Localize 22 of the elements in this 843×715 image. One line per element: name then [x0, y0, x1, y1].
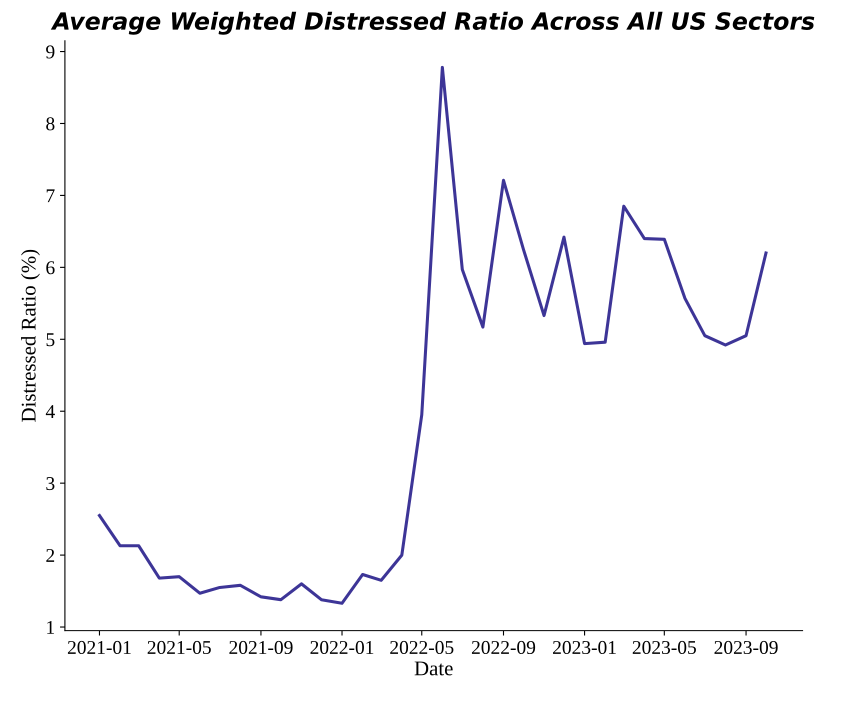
- x-tick-label: 2021-01: [68, 640, 131, 654]
- y-tick-label: 3: [46, 477, 54, 490]
- x-tick-label: 2023-05: [632, 640, 696, 654]
- y-tick-label: 4: [46, 405, 55, 418]
- x-axis-title: Date: [414, 662, 453, 676]
- chart-title: Average Weighted Distressed Ratio Across All US Sectors: [50, 12, 814, 35]
- line-series: [98, 66, 768, 605]
- y-tick-label: 1: [47, 620, 54, 634]
- y-tick-label: 7: [46, 189, 55, 202]
- y-tick-label: 2: [46, 548, 54, 562]
- x-tick-label: 2023-09: [714, 640, 778, 654]
- x-tick-label: 2021-05: [148, 640, 211, 654]
- x-tick-label: 2022-01: [310, 640, 374, 654]
- x-tick-label: 2022-09: [472, 640, 536, 654]
- y-tick-label: 5: [46, 333, 54, 346]
- x-tick-label: 2022-05: [390, 640, 454, 654]
- y-tick-label: 6: [46, 261, 55, 274]
- y-axis-title: Distressed Ratio (%): [21, 250, 40, 422]
- x-tick-label: 2023-01: [553, 640, 616, 654]
- y-tick-label: 8: [46, 117, 54, 130]
- y-tick-label: 9: [46, 45, 54, 58]
- x-tick-label: 2021-09: [229, 640, 293, 654]
